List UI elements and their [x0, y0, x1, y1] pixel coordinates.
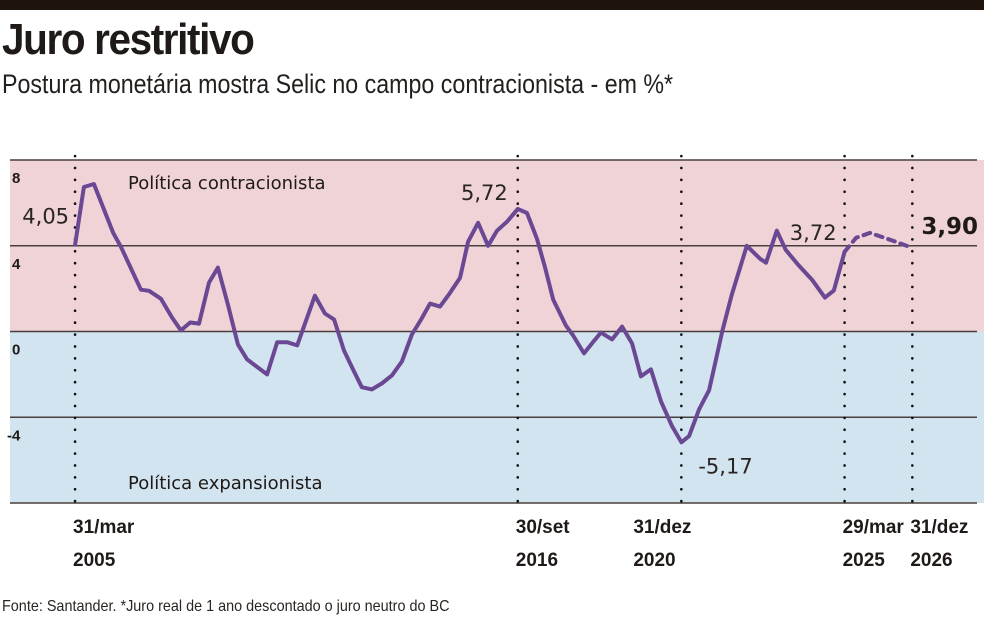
x-date-label-year: 2005 [73, 550, 116, 571]
y-tick-label: -4 [7, 427, 21, 444]
data-label: 3,72 [790, 221, 837, 245]
x-date-label-top: 31/dez [910, 517, 968, 538]
x-date-label-top: 29/mar [843, 517, 905, 538]
x-date-label-year: 2025 [843, 550, 886, 571]
date-marker-lines [73, 154, 914, 509]
region-label-expansion: Política expansionista [128, 473, 322, 494]
x-date-label-year: 2016 [516, 550, 558, 571]
chart-subtitle: Postura monetária mostra Selic no campo … [2, 69, 674, 99]
y-tick-label: 4 [12, 256, 21, 273]
y-tick-label: 0 [12, 342, 20, 359]
x-date-label-top: 30/set [516, 517, 571, 538]
history-line [73, 182, 847, 445]
x-date-label-top: 31/mar [73, 517, 135, 538]
region-label-contraction: Política contracionista [128, 173, 326, 194]
x-date-label-year: 2020 [633, 550, 675, 571]
data-label: 3,90 [921, 214, 978, 240]
region-labels: Política contracionista Política expansio… [128, 173, 326, 494]
top-rule [0, 0, 984, 10]
gridlines [10, 159, 977, 504]
x-date-label-year: 2026 [910, 550, 952, 571]
x-date-label-top: 31/dez [633, 517, 691, 538]
x-axis-date-labels: 31/mar 2005 30/set 2016 31/dez 2020 29/mar 2025… [73, 517, 968, 571]
y-tick-label: 8 [12, 170, 20, 187]
source-note: Fonte: Santander. *Juro real de 1 ano de… [2, 598, 450, 615]
data-label: -5,17 [698, 454, 752, 478]
series [73, 182, 915, 445]
data-label: 4,05 [22, 205, 69, 229]
annotations: 4,05 5,72 -5,17 3,72 3,90 [22, 181, 978, 478]
y-axis-ticks: 8 4 0 -4 [7, 170, 21, 444]
data-label: 5,72 [461, 181, 508, 205]
chart-title: Juro restritivo [2, 15, 255, 64]
